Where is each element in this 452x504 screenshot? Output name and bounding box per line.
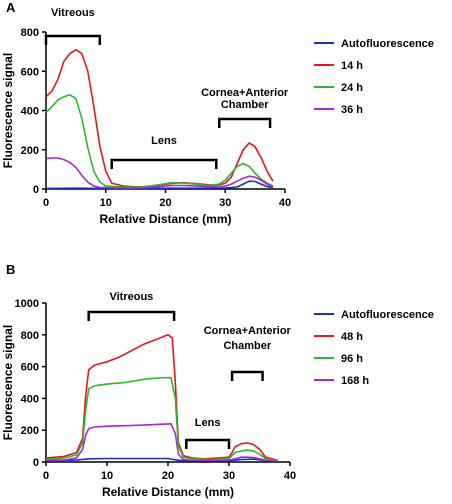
y-tick-label: 600 bbox=[21, 362, 39, 374]
region-bracket bbox=[110, 158, 218, 169]
legend-label: 96 h bbox=[341, 353, 363, 365]
y-tick-label: 200 bbox=[21, 425, 39, 437]
y-tick-label: 0 bbox=[33, 184, 39, 196]
x-tick-label: 20 bbox=[159, 197, 171, 209]
y-axis-label: Fluorescence signal bbox=[1, 53, 15, 168]
x-tick-label: 10 bbox=[101, 470, 113, 482]
panel-label: A bbox=[6, 0, 16, 15]
region-label: Vitreous bbox=[51, 7, 95, 19]
y-tick-label: 800 bbox=[21, 330, 39, 342]
x-tick-label: 0 bbox=[43, 197, 49, 209]
region-label: Cornea+Anterior bbox=[204, 325, 292, 337]
region-label: Lens bbox=[195, 417, 221, 429]
legend-label: 48 h bbox=[341, 331, 363, 343]
region-label: Lens bbox=[151, 135, 177, 147]
series-line bbox=[45, 333, 279, 462]
y-tick-label: 600 bbox=[21, 66, 39, 78]
x-axis-label: Relative Distance (mm) bbox=[99, 212, 231, 226]
y-tick-label: 0 bbox=[33, 457, 39, 469]
y-tick-label: 400 bbox=[21, 393, 39, 405]
legend-label: 168 h bbox=[341, 375, 369, 387]
series-line bbox=[45, 157, 274, 189]
region-label: Chamber bbox=[223, 340, 271, 352]
series-line bbox=[45, 422, 278, 462]
y-tick-label: 1000 bbox=[15, 298, 39, 310]
legend-label: Autofluorescence bbox=[341, 309, 434, 321]
x-tick-label: 20 bbox=[162, 470, 174, 482]
series-line bbox=[45, 457, 278, 462]
panel-label: B bbox=[6, 262, 15, 277]
region-label: Chamber bbox=[221, 99, 269, 111]
y-tick-label: 800 bbox=[21, 27, 39, 39]
x-tick-label: 40 bbox=[284, 470, 296, 482]
region-label: Cornea+Anterior bbox=[201, 87, 289, 99]
y-tick-label: 200 bbox=[21, 145, 39, 157]
region-bracket bbox=[218, 117, 272, 128]
series-line bbox=[45, 94, 274, 188]
legend-label: 36 h bbox=[341, 104, 363, 116]
legend-label: 24 h bbox=[341, 82, 363, 94]
x-tick-label: 40 bbox=[279, 197, 291, 209]
series-line bbox=[45, 376, 278, 462]
legend-label: 14 h bbox=[341, 60, 363, 72]
x-axis-label: Relative Distance (mm) bbox=[102, 485, 234, 499]
region-bracket bbox=[185, 438, 231, 449]
y-axis-label: Fluorescence signal bbox=[1, 325, 15, 440]
x-tick-label: 30 bbox=[223, 470, 235, 482]
region-bracket bbox=[87, 310, 176, 321]
x-tick-label: 10 bbox=[100, 197, 112, 209]
region-bracket bbox=[44, 34, 102, 45]
x-tick-label: 0 bbox=[43, 470, 49, 482]
legend-label: Autofluorescence bbox=[341, 38, 434, 50]
region-label: Vitreous bbox=[109, 291, 153, 303]
y-tick-label: 400 bbox=[21, 106, 39, 118]
x-tick-label: 30 bbox=[219, 197, 231, 209]
region-bracket bbox=[230, 370, 264, 381]
